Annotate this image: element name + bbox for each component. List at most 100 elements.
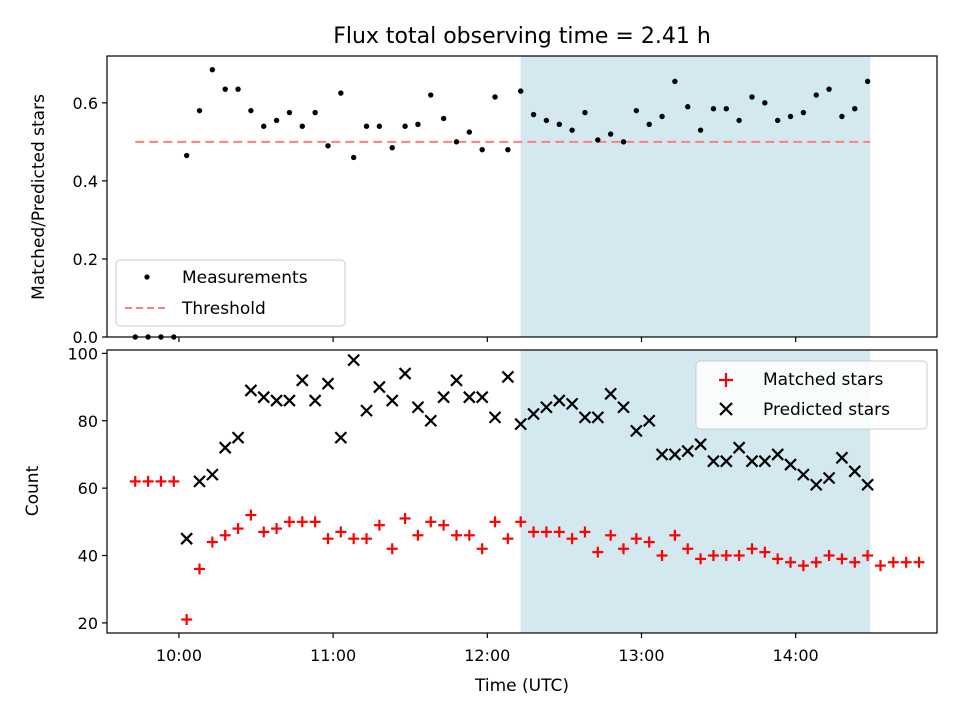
measurement-point	[839, 113, 845, 120]
top-plot-marks	[132, 66, 871, 340]
predicted-point	[809, 478, 823, 492]
matched-point	[874, 560, 886, 572]
matched-point	[810, 556, 822, 568]
top-panel: 0.0 0.2 0.4 0.6 Matched/Predicted stars Mea…	[29, 55, 938, 347]
measurement-point	[582, 109, 588, 116]
measurement-point	[505, 146, 511, 153]
legend-predicted-marker	[719, 402, 733, 416]
top-legend: Measurements Threshold	[115, 259, 346, 327]
measurement-point	[273, 117, 280, 124]
predicted-point	[180, 532, 193, 545]
measurement-point	[774, 117, 781, 124]
measurement-point	[826, 86, 832, 92]
predicted-point	[822, 471, 836, 485]
y-tick-label: 0.4	[73, 172, 98, 191]
measurement-point	[196, 107, 203, 114]
matched-point	[283, 516, 295, 528]
predicted-point	[732, 441, 746, 454]
predicted-point	[758, 454, 772, 468]
bottom-legend-box	[695, 360, 928, 430]
matched-point	[399, 512, 411, 524]
matched-point	[194, 563, 206, 575]
measurement-point	[800, 109, 807, 116]
matched-point	[669, 529, 681, 541]
predicted-point	[206, 468, 219, 481]
measurement-point	[453, 139, 460, 145]
top-y-ticks: 0.0 0.2 0.4 0.6	[73, 94, 107, 347]
measurement-point	[415, 121, 421, 127]
matched-point	[502, 533, 514, 545]
measurement-point	[363, 123, 370, 129]
matched-point	[412, 529, 424, 541]
predicted-point	[642, 414, 656, 428]
measurement-point	[209, 66, 216, 73]
predicted-point	[527, 407, 540, 421]
matched-point	[720, 550, 732, 562]
matched-point	[656, 550, 668, 562]
predicted-point	[630, 424, 643, 438]
x-tick-label: 13:00	[618, 646, 664, 665]
matched-point	[772, 553, 784, 565]
predicted-point	[231, 431, 245, 444]
matched-point	[913, 556, 925, 568]
predicted-point	[257, 390, 271, 404]
measurement-point	[222, 86, 228, 92]
measurement-point	[595, 137, 601, 143]
measurement-point	[762, 100, 768, 106]
measurement-point	[376, 123, 383, 129]
matched-point	[232, 523, 244, 535]
measurement-point	[723, 105, 729, 112]
matched-point	[155, 475, 167, 487]
matched-point	[181, 614, 193, 626]
predicted-point	[784, 458, 797, 471]
measurement-point	[646, 121, 652, 127]
predicted-point	[385, 394, 399, 407]
bottom-legend: Matched stars Predicted stars	[695, 360, 928, 430]
matched-point	[695, 553, 707, 565]
matched-point	[823, 550, 835, 562]
predicted-point	[694, 438, 707, 451]
legend-matched-marker	[719, 373, 733, 387]
predicted-point	[745, 454, 759, 468]
matched-point	[129, 475, 141, 487]
measurement-point	[672, 78, 678, 85]
predicted-point	[475, 390, 489, 404]
measurement-point	[633, 107, 640, 114]
predicted-point	[604, 387, 617, 401]
measurement-point	[235, 86, 241, 92]
y-tick-label: 20	[78, 614, 98, 633]
measurement-point	[338, 90, 344, 96]
matched-point	[219, 529, 231, 541]
matched-point	[553, 526, 565, 538]
measurement-point	[299, 123, 305, 129]
matched-point	[528, 526, 540, 538]
matched-point	[836, 553, 848, 565]
predicted-point	[514, 417, 527, 431]
predicted-point	[565, 397, 579, 411]
matched-point	[206, 536, 218, 548]
matched-point	[785, 556, 797, 568]
measurement-point	[402, 123, 408, 129]
predicted-point	[578, 411, 592, 424]
matched-point	[566, 533, 578, 545]
matched-point	[386, 543, 398, 555]
matched-point	[900, 556, 912, 568]
matched-point	[707, 550, 719, 562]
matched-point	[373, 519, 385, 531]
measurement-point	[697, 127, 704, 133]
matched-point	[489, 516, 501, 528]
predicted-point	[655, 448, 669, 461]
measurement-point	[685, 104, 691, 110]
legend-measurements-marker	[144, 274, 150, 280]
matched-point	[142, 475, 154, 487]
y-tick-label: 0.0	[73, 328, 98, 347]
measurement-point	[312, 109, 318, 116]
matched-point	[309, 516, 321, 528]
bottom-plot-marks	[129, 353, 925, 626]
matched-point	[322, 533, 334, 545]
legend-measurements-label: Measurements	[182, 268, 308, 288]
top-legend-box	[115, 259, 346, 327]
measurement-point	[248, 107, 254, 114]
matched-point	[258, 526, 270, 538]
